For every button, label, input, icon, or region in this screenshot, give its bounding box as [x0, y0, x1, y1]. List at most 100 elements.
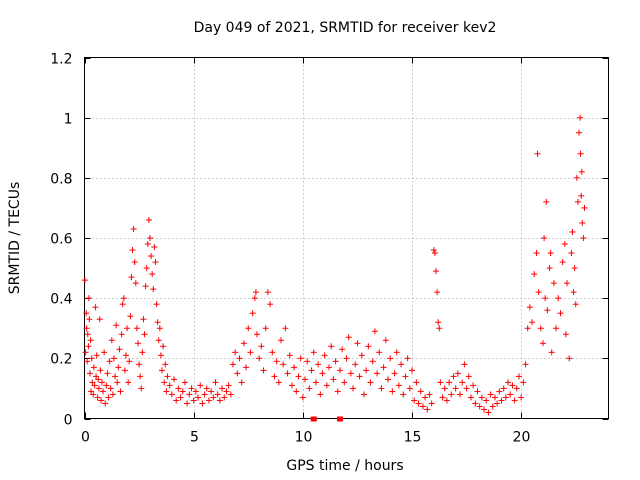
data-point — [448, 391, 455, 398]
data-point — [227, 391, 234, 398]
data-point — [110, 355, 117, 362]
data-point — [162, 361, 169, 368]
data-point — [94, 394, 101, 401]
data-point — [568, 250, 575, 257]
data-point — [470, 382, 477, 389]
data-point — [319, 370, 326, 377]
data-point — [341, 379, 348, 386]
data-point — [96, 316, 103, 323]
data-point — [293, 388, 300, 395]
data-point — [541, 235, 548, 241]
data-point — [144, 241, 151, 248]
data-point — [437, 379, 444, 386]
data-point — [406, 385, 413, 392]
data-point — [365, 343, 372, 350]
data-point — [147, 235, 153, 241]
data-point — [573, 174, 580, 181]
data-point — [98, 379, 105, 386]
data-point — [520, 379, 527, 386]
data-point — [225, 382, 232, 389]
data-point — [494, 400, 501, 407]
data-point — [356, 373, 363, 380]
data-point — [330, 376, 337, 383]
data-point — [121, 367, 128, 374]
data-point — [208, 388, 215, 395]
data-point — [433, 268, 440, 275]
data-point — [413, 379, 420, 386]
data-point — [92, 304, 99, 311]
data-point — [564, 280, 571, 287]
data-point — [90, 364, 97, 371]
data-point — [487, 391, 494, 398]
x-tick-label: 5 — [190, 430, 199, 446]
data-point — [129, 247, 136, 254]
data-point — [546, 265, 553, 272]
data-point — [557, 310, 564, 317]
baseline-markers — [310, 416, 343, 422]
data-point — [529, 319, 536, 326]
data-point — [133, 325, 140, 332]
chart-title: Day 049 of 2021, SRMTID for receiver kev… — [194, 20, 497, 36]
data-point — [166, 382, 173, 389]
data-point — [160, 343, 167, 350]
data-point — [321, 352, 328, 359]
data-point — [534, 150, 541, 157]
data-point — [101, 349, 108, 356]
data-point — [159, 367, 166, 374]
data-point — [452, 385, 459, 392]
data-point — [376, 349, 383, 356]
data-point — [553, 325, 560, 332]
data-point — [88, 388, 95, 395]
data-point — [431, 250, 438, 257]
data-point — [382, 337, 389, 344]
data-point — [219, 385, 226, 392]
data-point — [578, 192, 585, 199]
data-point — [142, 283, 149, 290]
data-point — [569, 228, 576, 235]
data-point — [151, 244, 158, 251]
data-point — [457, 391, 464, 398]
data-point — [86, 316, 93, 323]
data-point — [398, 361, 405, 368]
data-point — [163, 388, 170, 395]
data-point — [195, 394, 202, 401]
data-point — [422, 394, 429, 401]
data-point — [100, 388, 107, 395]
data-point — [188, 385, 195, 392]
data-point — [109, 391, 116, 398]
data-point — [205, 397, 212, 404]
data-point — [103, 382, 110, 389]
data-point — [260, 367, 267, 374]
data-point — [84, 358, 91, 365]
data-point — [136, 361, 143, 368]
data-point — [223, 388, 230, 395]
data-point — [98, 397, 105, 404]
data-point — [201, 391, 208, 398]
data-point — [232, 349, 239, 356]
data-point — [391, 370, 398, 377]
data-point — [350, 385, 357, 392]
data-point — [273, 358, 280, 365]
data-point — [102, 400, 109, 407]
data-point — [95, 385, 102, 392]
data-point — [108, 337, 115, 344]
data-point — [90, 391, 97, 398]
data-point — [472, 400, 479, 407]
data-point — [334, 388, 341, 395]
data-point — [441, 385, 448, 392]
data-point — [115, 364, 122, 371]
data-point — [120, 295, 127, 302]
data-point — [186, 391, 193, 398]
data-point — [526, 304, 533, 311]
data-point — [555, 295, 562, 302]
data-point — [384, 376, 391, 383]
data-point — [125, 379, 132, 386]
data-point — [374, 370, 381, 377]
data-point — [543, 198, 550, 205]
data-point — [343, 355, 350, 362]
data-point — [481, 406, 488, 413]
data-point — [105, 394, 112, 401]
data-point — [119, 301, 126, 308]
data-point — [461, 361, 468, 368]
data-point — [426, 391, 433, 398]
